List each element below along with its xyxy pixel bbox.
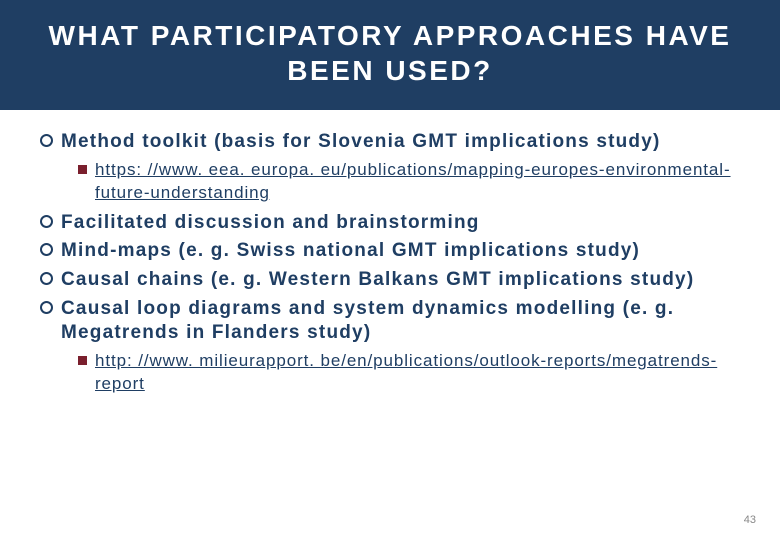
bullet-item: Causal chains (e. g. Western Balkans GMT…	[40, 268, 740, 293]
bullet-text: Method toolkit (basis for Slovenia GMT i…	[61, 130, 661, 155]
title-bar: WHAT PARTICIPATORY APPROACHES HAVE BEEN …	[0, 0, 780, 110]
slide-content: Method toolkit (basis for Slovenia GMT i…	[0, 110, 780, 412]
circle-bullet-icon	[40, 134, 53, 147]
circle-bullet-icon	[40, 243, 53, 256]
bullet-text: Facilitated discussion and brainstorming	[61, 211, 480, 236]
square-bullet-icon	[78, 356, 87, 365]
bullet-item: Causal loop diagrams and system dynamics…	[40, 297, 740, 346]
circle-bullet-icon	[40, 272, 53, 285]
square-bullet-icon	[78, 165, 87, 174]
bullet-text: Causal loop diagrams and system dynamics…	[61, 297, 740, 346]
bullet-item: Method toolkit (basis for Slovenia GMT i…	[40, 130, 740, 155]
sub-bullet-link[interactable]: http: //www. milieurapport. be/en/public…	[95, 350, 740, 396]
circle-bullet-icon	[40, 215, 53, 228]
sub-bullet-link[interactable]: https: //www. eea. europa. eu/publicatio…	[95, 159, 740, 205]
bullet-text: Causal chains (e. g. Western Balkans GMT…	[61, 268, 694, 293]
sub-bullet-item: http: //www. milieurapport. be/en/public…	[78, 350, 740, 396]
circle-bullet-icon	[40, 301, 53, 314]
slide-title: WHAT PARTICIPATORY APPROACHES HAVE BEEN …	[30, 18, 750, 88]
bullet-item: Mind-maps (e. g. Swiss national GMT impl…	[40, 239, 740, 264]
sub-bullet-item: https: //www. eea. europa. eu/publicatio…	[78, 159, 740, 205]
bullet-item: Facilitated discussion and brainstorming	[40, 211, 740, 236]
slide-number: 43	[744, 514, 756, 526]
bullet-text: Mind-maps (e. g. Swiss national GMT impl…	[61, 239, 640, 264]
